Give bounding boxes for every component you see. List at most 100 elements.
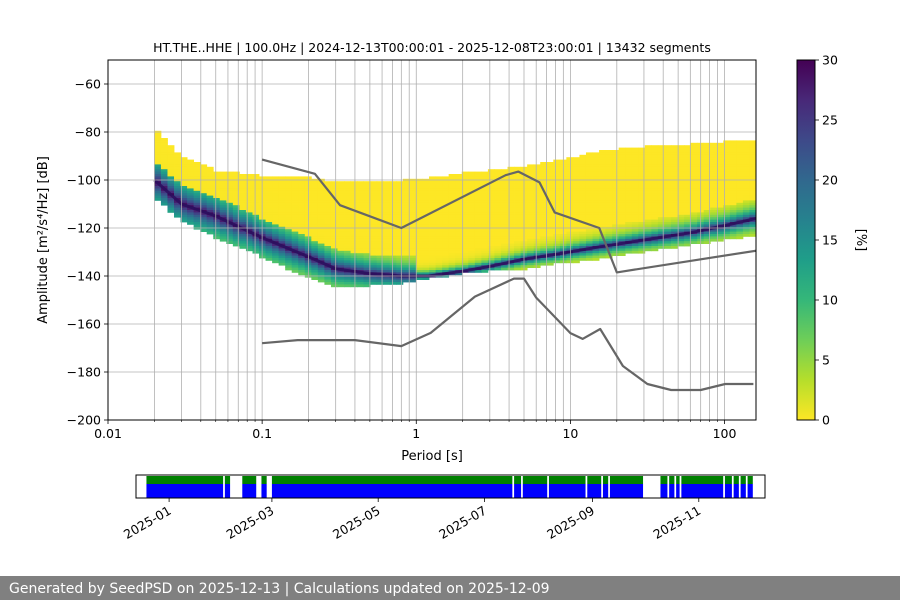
- psd-cell: [474, 176, 482, 180]
- psd-cell: [736, 210, 744, 213]
- psd-cell: [370, 260, 378, 264]
- psd-cell: [605, 246, 613, 249]
- psd-cell: [285, 205, 293, 208]
- psd-cell: [618, 181, 626, 184]
- psd-cell: [422, 207, 430, 211]
- psd-cell: [585, 188, 593, 192]
- psd-cell: [684, 193, 692, 196]
- psd-cell: [213, 183, 221, 187]
- psd-cell: [213, 210, 221, 213]
- psd-cell: [180, 195, 188, 199]
- psd-cell: [618, 214, 626, 218]
- psd-cell: [684, 222, 692, 225]
- psd-cell: [468, 174, 476, 177]
- psd-cell: [285, 217, 293, 220]
- psd-cell: [324, 270, 332, 273]
- psd-cell: [448, 229, 456, 232]
- psd-cell: [579, 198, 587, 201]
- psd-cell: [677, 164, 685, 168]
- psd-cell: [736, 154, 744, 158]
- psd-cell: [278, 255, 286, 259]
- psd-cell: [239, 231, 247, 235]
- y-axis: −200−180−160−140−120−100−80−60: [67, 77, 108, 428]
- psd-cell: [723, 219, 731, 223]
- psd-cell: [507, 262, 515, 266]
- psd-cell: [402, 195, 410, 199]
- psd-cell: [252, 250, 260, 254]
- psd-cell: [533, 258, 541, 261]
- psd-cell: [344, 198, 351, 201]
- psd-cell: [690, 217, 698, 220]
- psd-cell: [239, 246, 247, 249]
- psd-cell: [612, 193, 620, 196]
- psd-cell: [252, 205, 260, 208]
- psd-cell: [415, 234, 423, 237]
- psd-cell: [461, 234, 469, 237]
- psd-cell: [357, 238, 365, 242]
- psd-cell: [736, 152, 744, 156]
- psd-cell: [651, 166, 659, 170]
- psd-cell: [605, 212, 613, 216]
- psd-cell: [638, 229, 646, 232]
- psd-cell: [402, 200, 410, 204]
- psd-cell: [716, 142, 724, 146]
- psd-cell: [638, 186, 646, 189]
- psd-cell: [553, 260, 561, 264]
- psd-cell: [232, 214, 240, 218]
- psd-cell: [239, 205, 247, 208]
- psd-cell: [527, 260, 535, 264]
- psd-cell: [474, 190, 482, 194]
- psd-cell: [448, 174, 456, 177]
- psd-cell: [298, 217, 306, 220]
- psd-cell: [206, 202, 214, 206]
- psd-cell: [206, 186, 214, 189]
- psd-cell: [612, 253, 620, 256]
- psd-cell: [448, 224, 456, 228]
- psd-cell: [540, 164, 548, 168]
- psd-cell: [468, 241, 476, 244]
- psd-cell: [448, 248, 456, 252]
- psd-cell: [435, 193, 443, 196]
- psd-cell: [585, 190, 593, 194]
- psd-cell: [272, 198, 280, 201]
- psd-cell: [330, 253, 338, 256]
- psd-cell: [651, 147, 659, 151]
- psd-cell: [749, 205, 756, 208]
- psd-cell: [703, 176, 711, 180]
- psd-cell: [540, 222, 548, 225]
- psd-cell: [154, 133, 162, 136]
- psd-cell: [278, 198, 286, 201]
- psd-cell: [736, 140, 744, 144]
- psd-cell: [245, 214, 253, 218]
- psd-cell: [514, 169, 521, 172]
- psd-cell: [599, 166, 606, 170]
- psd-cell: [344, 265, 351, 268]
- psd-cell: [383, 200, 391, 204]
- psd-cell: [415, 260, 423, 264]
- psd-cell: [677, 176, 685, 180]
- psd-cell: [468, 202, 476, 206]
- psd-cell: [540, 219, 548, 223]
- psd-cell: [461, 219, 469, 223]
- data-availability-segment: [602, 484, 609, 498]
- psd-cell: [291, 234, 299, 237]
- psd-cell: [187, 190, 195, 194]
- psd-cell: [389, 229, 397, 232]
- psd-cell: [415, 214, 423, 218]
- psd-cell: [651, 195, 659, 199]
- psd-cell: [481, 250, 489, 254]
- psd-cell: [285, 253, 293, 256]
- psd-cell: [553, 243, 561, 247]
- psd-cell: [605, 152, 613, 156]
- psd-cell: [389, 181, 397, 184]
- psd-cell: [402, 193, 410, 196]
- psd-cell: [684, 214, 692, 218]
- psd-cell: [487, 241, 495, 244]
- psd-cell: [435, 217, 443, 220]
- psd-cell: [749, 188, 756, 192]
- psd-cell: [370, 224, 378, 228]
- psd-cell: [461, 231, 469, 235]
- psd-cell: [468, 250, 476, 254]
- psd-cell: [644, 147, 652, 151]
- psd-cell: [592, 193, 600, 196]
